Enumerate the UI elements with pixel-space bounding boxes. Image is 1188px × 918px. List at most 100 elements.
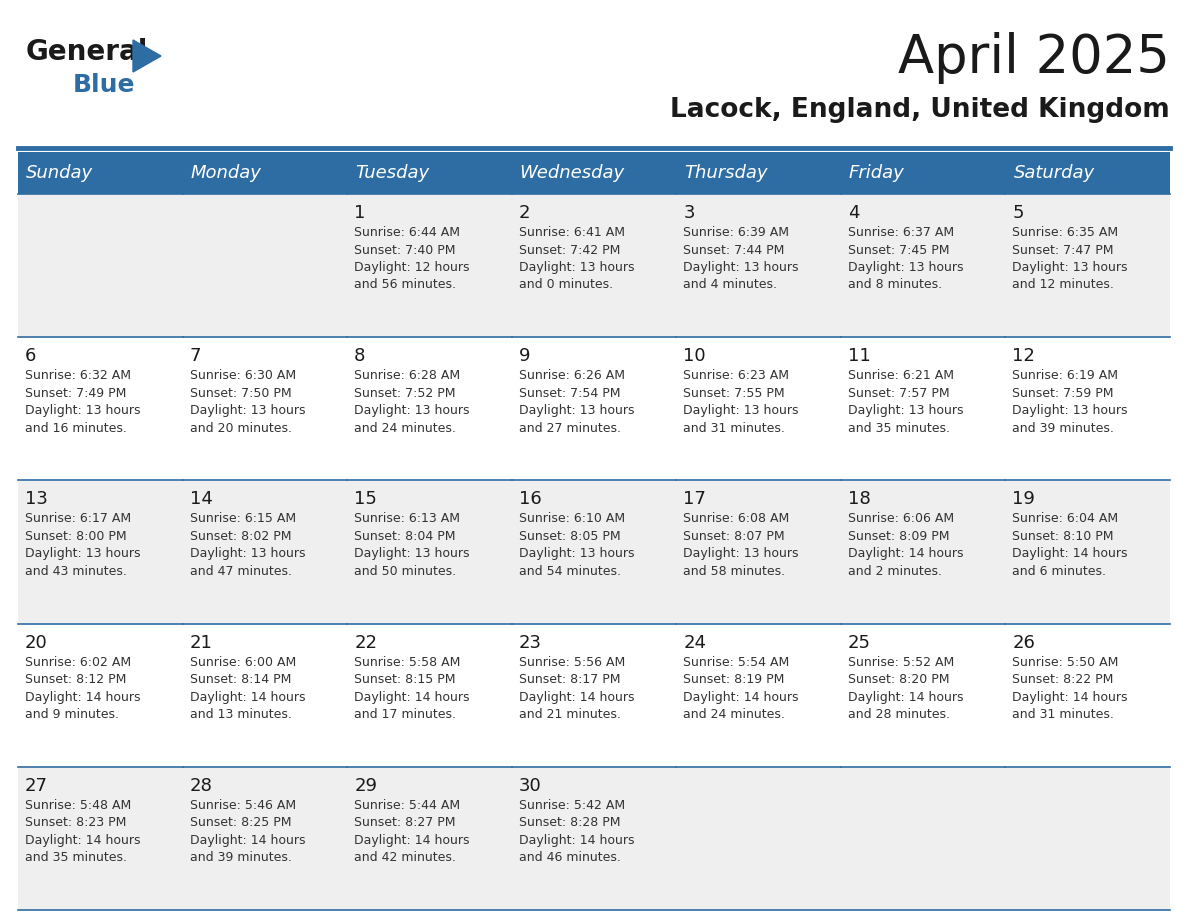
Text: Sunrise: 5:56 AM
Sunset: 8:17 PM
Daylight: 14 hours
and 21 minutes.: Sunrise: 5:56 AM Sunset: 8:17 PM Dayligh… xyxy=(519,655,634,722)
Text: Friday: Friday xyxy=(849,164,904,182)
Bar xyxy=(183,623,347,767)
Text: Sunrise: 6:28 AM
Sunset: 7:52 PM
Daylight: 13 hours
and 24 minutes.: Sunrise: 6:28 AM Sunset: 7:52 PM Dayligh… xyxy=(354,369,469,435)
Text: 23: 23 xyxy=(519,633,542,652)
Bar xyxy=(676,194,841,337)
Text: General: General xyxy=(26,38,148,66)
Bar xyxy=(1005,194,1170,337)
Text: Sunrise: 6:08 AM
Sunset: 8:07 PM
Daylight: 13 hours
and 58 minutes.: Sunrise: 6:08 AM Sunset: 8:07 PM Dayligh… xyxy=(683,512,798,578)
Text: 11: 11 xyxy=(848,347,871,365)
Text: Sunday: Sunday xyxy=(26,164,93,182)
Text: 22: 22 xyxy=(354,633,377,652)
Text: 28: 28 xyxy=(190,777,213,795)
Text: 14: 14 xyxy=(190,490,213,509)
Text: Sunrise: 6:23 AM
Sunset: 7:55 PM
Daylight: 13 hours
and 31 minutes.: Sunrise: 6:23 AM Sunset: 7:55 PM Dayligh… xyxy=(683,369,798,435)
Bar xyxy=(347,152,512,194)
Text: Sunrise: 6:26 AM
Sunset: 7:54 PM
Daylight: 13 hours
and 27 minutes.: Sunrise: 6:26 AM Sunset: 7:54 PM Dayligh… xyxy=(519,369,634,435)
Bar xyxy=(512,194,676,337)
Text: 25: 25 xyxy=(848,633,871,652)
Text: Monday: Monday xyxy=(190,164,261,182)
Text: 7: 7 xyxy=(190,347,201,365)
Text: Sunrise: 6:17 AM
Sunset: 8:00 PM
Daylight: 13 hours
and 43 minutes.: Sunrise: 6:17 AM Sunset: 8:00 PM Dayligh… xyxy=(25,512,140,578)
Text: Sunrise: 6:19 AM
Sunset: 7:59 PM
Daylight: 13 hours
and 39 minutes.: Sunrise: 6:19 AM Sunset: 7:59 PM Dayligh… xyxy=(1012,369,1127,435)
Text: 12: 12 xyxy=(1012,347,1035,365)
Text: Sunrise: 6:13 AM
Sunset: 8:04 PM
Daylight: 13 hours
and 50 minutes.: Sunrise: 6:13 AM Sunset: 8:04 PM Dayligh… xyxy=(354,512,469,578)
Bar xyxy=(676,480,841,623)
Text: 2: 2 xyxy=(519,204,530,222)
Text: 10: 10 xyxy=(683,347,706,365)
Text: Saturday: Saturday xyxy=(1013,164,1094,182)
Bar xyxy=(18,480,183,623)
Bar xyxy=(347,194,512,337)
Bar xyxy=(183,337,347,480)
Bar xyxy=(347,480,512,623)
Text: 17: 17 xyxy=(683,490,706,509)
Text: Sunrise: 6:39 AM
Sunset: 7:44 PM
Daylight: 13 hours
and 4 minutes.: Sunrise: 6:39 AM Sunset: 7:44 PM Dayligh… xyxy=(683,226,798,292)
Bar xyxy=(841,152,1005,194)
Text: Tuesday: Tuesday xyxy=(355,164,429,182)
Bar xyxy=(347,337,512,480)
Bar xyxy=(841,194,1005,337)
Text: Lacock, England, United Kingdom: Lacock, England, United Kingdom xyxy=(670,97,1170,123)
Text: Sunrise: 5:46 AM
Sunset: 8:25 PM
Daylight: 14 hours
and 39 minutes.: Sunrise: 5:46 AM Sunset: 8:25 PM Dayligh… xyxy=(190,799,305,865)
Text: Sunrise: 6:10 AM
Sunset: 8:05 PM
Daylight: 13 hours
and 54 minutes.: Sunrise: 6:10 AM Sunset: 8:05 PM Dayligh… xyxy=(519,512,634,578)
Text: Sunrise: 6:37 AM
Sunset: 7:45 PM
Daylight: 13 hours
and 8 minutes.: Sunrise: 6:37 AM Sunset: 7:45 PM Dayligh… xyxy=(848,226,963,292)
Text: Thursday: Thursday xyxy=(684,164,767,182)
Bar xyxy=(1005,337,1170,480)
Text: 4: 4 xyxy=(848,204,859,222)
Text: 13: 13 xyxy=(25,490,48,509)
Text: Sunrise: 5:50 AM
Sunset: 8:22 PM
Daylight: 14 hours
and 31 minutes.: Sunrise: 5:50 AM Sunset: 8:22 PM Dayligh… xyxy=(1012,655,1127,722)
Polygon shape xyxy=(133,40,162,72)
Bar xyxy=(512,767,676,910)
Text: Sunrise: 6:32 AM
Sunset: 7:49 PM
Daylight: 13 hours
and 16 minutes.: Sunrise: 6:32 AM Sunset: 7:49 PM Dayligh… xyxy=(25,369,140,435)
Text: 19: 19 xyxy=(1012,490,1035,509)
Bar xyxy=(18,194,183,337)
Text: Sunrise: 6:00 AM
Sunset: 8:14 PM
Daylight: 14 hours
and 13 minutes.: Sunrise: 6:00 AM Sunset: 8:14 PM Dayligh… xyxy=(190,655,305,722)
Text: 8: 8 xyxy=(354,347,366,365)
Bar xyxy=(676,767,841,910)
Bar xyxy=(676,152,841,194)
Bar xyxy=(676,337,841,480)
Bar xyxy=(512,623,676,767)
Text: Sunrise: 6:02 AM
Sunset: 8:12 PM
Daylight: 14 hours
and 9 minutes.: Sunrise: 6:02 AM Sunset: 8:12 PM Dayligh… xyxy=(25,655,140,722)
Text: 21: 21 xyxy=(190,633,213,652)
Bar xyxy=(676,623,841,767)
Text: 26: 26 xyxy=(1012,633,1035,652)
Text: 20: 20 xyxy=(25,633,48,652)
Text: Sunrise: 6:04 AM
Sunset: 8:10 PM
Daylight: 14 hours
and 6 minutes.: Sunrise: 6:04 AM Sunset: 8:10 PM Dayligh… xyxy=(1012,512,1127,578)
Bar xyxy=(841,767,1005,910)
Text: Sunrise: 5:42 AM
Sunset: 8:28 PM
Daylight: 14 hours
and 46 minutes.: Sunrise: 5:42 AM Sunset: 8:28 PM Dayligh… xyxy=(519,799,634,865)
Text: 3: 3 xyxy=(683,204,695,222)
Text: Sunrise: 6:41 AM
Sunset: 7:42 PM
Daylight: 13 hours
and 0 minutes.: Sunrise: 6:41 AM Sunset: 7:42 PM Dayligh… xyxy=(519,226,634,292)
Text: 6: 6 xyxy=(25,347,37,365)
Bar xyxy=(1005,767,1170,910)
Bar xyxy=(347,623,512,767)
Bar xyxy=(1005,152,1170,194)
Text: 5: 5 xyxy=(1012,204,1024,222)
Text: Sunrise: 5:54 AM
Sunset: 8:19 PM
Daylight: 14 hours
and 24 minutes.: Sunrise: 5:54 AM Sunset: 8:19 PM Dayligh… xyxy=(683,655,798,722)
Bar xyxy=(1005,623,1170,767)
Text: Blue: Blue xyxy=(72,73,135,97)
Text: 24: 24 xyxy=(683,633,707,652)
Bar xyxy=(841,480,1005,623)
Bar xyxy=(841,623,1005,767)
Bar xyxy=(841,337,1005,480)
Text: 18: 18 xyxy=(848,490,871,509)
Bar xyxy=(347,767,512,910)
Bar xyxy=(183,480,347,623)
Bar xyxy=(18,337,183,480)
Text: Sunrise: 6:21 AM
Sunset: 7:57 PM
Daylight: 13 hours
and 35 minutes.: Sunrise: 6:21 AM Sunset: 7:57 PM Dayligh… xyxy=(848,369,963,435)
Bar xyxy=(183,767,347,910)
Bar xyxy=(512,480,676,623)
Text: Sunrise: 6:44 AM
Sunset: 7:40 PM
Daylight: 12 hours
and 56 minutes.: Sunrise: 6:44 AM Sunset: 7:40 PM Dayligh… xyxy=(354,226,469,292)
Bar xyxy=(18,767,183,910)
Text: Sunrise: 5:58 AM
Sunset: 8:15 PM
Daylight: 14 hours
and 17 minutes.: Sunrise: 5:58 AM Sunset: 8:15 PM Dayligh… xyxy=(354,655,469,722)
Text: 15: 15 xyxy=(354,490,377,509)
Bar xyxy=(512,337,676,480)
Text: Wednesday: Wednesday xyxy=(519,164,625,182)
Text: Sunrise: 5:44 AM
Sunset: 8:27 PM
Daylight: 14 hours
and 42 minutes.: Sunrise: 5:44 AM Sunset: 8:27 PM Dayligh… xyxy=(354,799,469,865)
Bar xyxy=(18,152,183,194)
Text: Sunrise: 5:48 AM
Sunset: 8:23 PM
Daylight: 14 hours
and 35 minutes.: Sunrise: 5:48 AM Sunset: 8:23 PM Dayligh… xyxy=(25,799,140,865)
Text: 27: 27 xyxy=(25,777,48,795)
Text: 29: 29 xyxy=(354,777,377,795)
Text: Sunrise: 6:15 AM
Sunset: 8:02 PM
Daylight: 13 hours
and 47 minutes.: Sunrise: 6:15 AM Sunset: 8:02 PM Dayligh… xyxy=(190,512,305,578)
